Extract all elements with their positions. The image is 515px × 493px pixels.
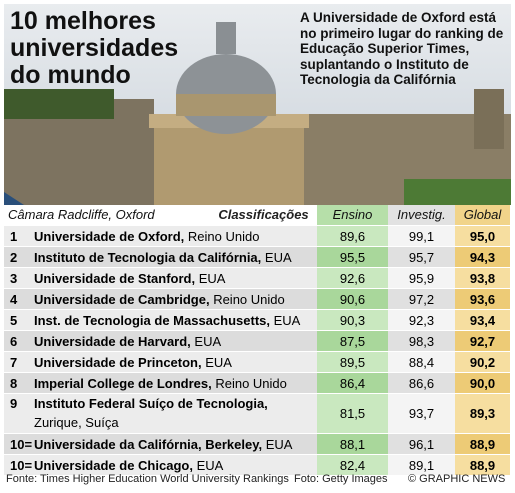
subtitle: A Universidade de Oxford está no primeir… — [300, 10, 504, 87]
score: 81,5 — [317, 394, 388, 434]
country: Reino Unido — [187, 229, 260, 244]
score: 86,6 — [388, 373, 455, 394]
score: 92,7 — [455, 331, 510, 352]
name-cell: Instituto Federal Suíço de Tecnologia, Zu… — [32, 394, 317, 434]
source: Fonte: Times Higher Education World Univ… — [6, 473, 289, 485]
name-cell: Instituto de Tecnologia da Califórnia, E… — [32, 247, 317, 268]
country: Reino Unido — [215, 376, 287, 391]
rank-cell: 6 — [4, 331, 32, 352]
column-header: Investig. — [388, 205, 455, 225]
university-name: Universidade da Califórnia, Berkeley, — [34, 437, 263, 452]
rank-cell: 7 — [4, 352, 32, 373]
score: 98,3 — [388, 331, 455, 352]
country: Reino Unido — [213, 292, 285, 307]
name-cell: Universidade de Chicago, EUA — [32, 455, 317, 476]
rank-cell: 3 — [4, 268, 32, 289]
country: Zurique, Suíça — [34, 415, 119, 430]
photo-credit: Foto: Getty Images — [294, 473, 388, 485]
university-name: Universidade de Stanford, — [34, 271, 196, 286]
rank-cell: 8 — [4, 373, 32, 394]
score: 94,3 — [455, 247, 510, 268]
university-name: Universidade de Princeton, — [34, 355, 202, 370]
name-cell: Universidade de Harvard, EUA — [32, 331, 317, 352]
name-cell: Universidade da Califórnia, Berkeley, EU… — [32, 434, 317, 455]
score: 93,4 — [455, 310, 510, 331]
rank-cell: 2 — [4, 247, 32, 268]
score: 95,9 — [388, 268, 455, 289]
column-header: Classificações — [218, 207, 309, 222]
university-name: Instituto Federal Suíço de Tecnologia, — [34, 396, 268, 411]
score: 86,4 — [317, 373, 388, 394]
score: 89,5 — [317, 352, 388, 373]
country: EUA — [198, 271, 226, 286]
university-name: Universidade de Chicago, — [34, 458, 193, 473]
score: 87,5 — [317, 331, 388, 352]
score: 90,3 — [317, 310, 388, 331]
photo-caption: Câmara Radcliffe, Oxford — [8, 207, 155, 222]
score: 82,4 — [317, 455, 388, 476]
score: 88,9 — [455, 434, 510, 455]
country: EUA — [196, 458, 224, 473]
score: 90,6 — [317, 289, 388, 310]
score: 88,4 — [388, 352, 455, 373]
score: 90,2 — [455, 352, 510, 373]
score: 89,3 — [455, 394, 510, 434]
name-cell: Inst. de Tecnologia de Massachusetts, EU… — [32, 310, 317, 331]
country: EUA — [194, 334, 222, 349]
credit: © GRAPHIC NEWS — [408, 473, 506, 485]
score: 93,6 — [455, 289, 510, 310]
rank-cell: 5 — [4, 310, 32, 331]
score: 96,1 — [388, 434, 455, 455]
country: EUA — [264, 250, 292, 265]
country: EUA — [205, 355, 232, 370]
score: 97,2 — [388, 289, 455, 310]
rank-cell: 10= — [4, 455, 32, 476]
score: 92,6 — [317, 268, 388, 289]
country: EUA — [265, 437, 293, 452]
name-cell: Universidade de Princeton, EUA — [32, 352, 317, 373]
score: 93,7 — [388, 394, 455, 434]
rank-cell: 4 — [4, 289, 32, 310]
name-cell: Universidade de Stanford, EUA — [32, 268, 317, 289]
rank-cell: 10= — [4, 434, 32, 455]
name-cell: Universidade de Cambridge, Reino Unido — [32, 289, 317, 310]
score: 88,9 — [455, 455, 510, 476]
score: 92,3 — [388, 310, 455, 331]
name-cell: Imperial College de Londres, Reino Unido — [32, 373, 317, 394]
rank-cell: 9 — [4, 394, 32, 434]
university-name: Inst. de Tecnologia de Massachusetts, — [34, 313, 270, 328]
score: 88,1 — [317, 434, 388, 455]
university-name: Imperial College de Londres, — [34, 376, 212, 391]
score: 99,1 — [388, 226, 455, 247]
score: 89,6 — [317, 226, 388, 247]
score: 93,8 — [455, 268, 510, 289]
country: EUA — [273, 313, 301, 328]
column-header: Global — [455, 205, 510, 225]
university-name: Universidade de Cambridge, — [34, 292, 210, 307]
score: 95,0 — [455, 226, 510, 247]
score: 89,1 — [388, 455, 455, 476]
photo — [4, 4, 511, 205]
university-name: Universidade de Oxford, — [34, 229, 185, 244]
university-name: Instituto de Tecnologia da Califórnia, — [34, 250, 262, 265]
score: 95,5 — [317, 247, 388, 268]
score: 90,0 — [455, 373, 510, 394]
university-name: Universidade de Harvard, — [34, 334, 191, 349]
name-cell: Universidade de Oxford, Reino Unido — [32, 226, 317, 247]
score: 95,7 — [388, 247, 455, 268]
column-header: Ensino — [317, 205, 388, 225]
rank-cell: 1 — [4, 226, 32, 247]
title: 10 melhores universidades do mundo — [10, 7, 179, 89]
